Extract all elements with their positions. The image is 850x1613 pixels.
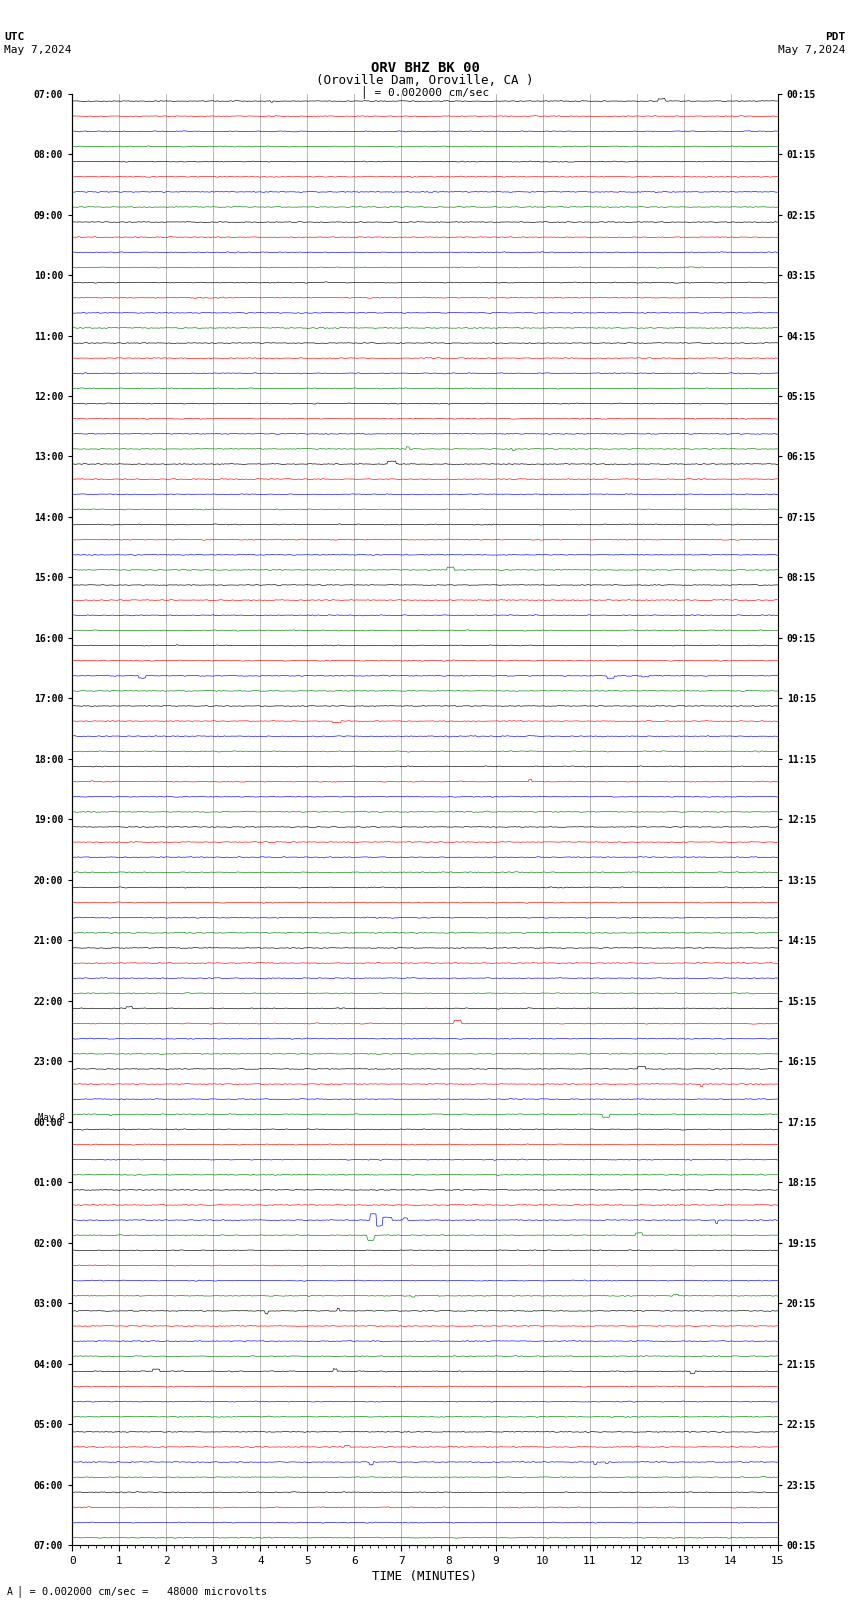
Text: PDT: PDT — [825, 32, 846, 42]
Text: │ = 0.002000 cm/sec =   48000 microvolts: │ = 0.002000 cm/sec = 48000 microvolts — [17, 1586, 267, 1597]
Text: A: A — [7, 1587, 13, 1597]
Text: UTC: UTC — [4, 32, 25, 42]
Text: (Oroville Dam, Oroville, CA ): (Oroville Dam, Oroville, CA ) — [316, 74, 534, 87]
X-axis label: TIME (MINUTES): TIME (MINUTES) — [372, 1569, 478, 1582]
Text: May 7,2024: May 7,2024 — [4, 45, 71, 55]
Text: │ = 0.002000 cm/sec: │ = 0.002000 cm/sec — [361, 85, 489, 98]
Text: ORV BHZ BK 00: ORV BHZ BK 00 — [371, 61, 479, 76]
Text: May 7,2024: May 7,2024 — [779, 45, 846, 55]
Text: May 8: May 8 — [38, 1113, 65, 1123]
